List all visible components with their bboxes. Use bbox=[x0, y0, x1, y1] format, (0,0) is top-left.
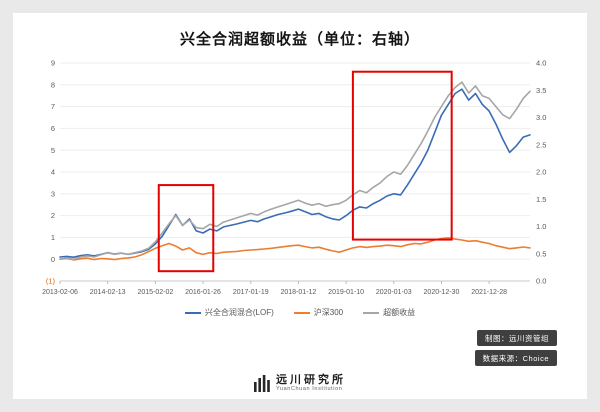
credit-badge: 制图：远川资管组 bbox=[477, 330, 557, 346]
svg-text:9: 9 bbox=[51, 59, 55, 68]
svg-text:0.5: 0.5 bbox=[536, 249, 546, 258]
svg-text:2020-12-30: 2020-12-30 bbox=[424, 289, 460, 296]
svg-text:(1): (1) bbox=[46, 277, 56, 286]
bar-logo-icon bbox=[254, 374, 270, 392]
svg-text:2.5: 2.5 bbox=[536, 140, 546, 149]
svg-text:5: 5 bbox=[51, 146, 55, 155]
svg-text:2014-02-13: 2014-02-13 bbox=[90, 289, 126, 296]
legend-item: 沪深300 bbox=[293, 307, 344, 318]
legend-swatch bbox=[363, 311, 380, 314]
legend-item: 兴全合润混合(LOF) bbox=[184, 307, 274, 318]
chart-card: 兴全合润超额收益（单位：右轴） 9 8 7 6 5 4 3 2 1 0 (1) 4.0 3.5 3.0 2.… bbox=[13, 13, 587, 399]
svg-text:3: 3 bbox=[51, 189, 55, 198]
svg-text:2016-01-26: 2016-01-26 bbox=[185, 289, 221, 296]
svg-text:3.5: 3.5 bbox=[536, 86, 546, 95]
svg-text:2.0: 2.0 bbox=[536, 168, 546, 177]
svg-text:3.0: 3.0 bbox=[536, 113, 546, 122]
legend-label: 兴全合润混合(LOF) bbox=[204, 308, 274, 317]
chart-title: 兴全合润超额收益（单位：右轴） bbox=[179, 31, 420, 48]
svg-text:2019-01-10: 2019-01-10 bbox=[328, 289, 364, 296]
svg-text:1.0: 1.0 bbox=[536, 222, 546, 231]
legend-swatch bbox=[293, 311, 310, 314]
credits: 制图：远川资管组 数据来源：Choice bbox=[13, 330, 557, 366]
source-badge: 数据来源：Choice bbox=[474, 350, 557, 366]
svg-text:1: 1 bbox=[51, 233, 55, 242]
legend-swatch bbox=[184, 311, 201, 314]
svg-text:2017-01-19: 2017-01-19 bbox=[233, 289, 269, 296]
legend-label: 超额收益 bbox=[383, 308, 416, 317]
svg-text:2018-01-12: 2018-01-12 bbox=[280, 289, 316, 296]
svg-text:0.0: 0.0 bbox=[536, 277, 546, 286]
svg-text:8: 8 bbox=[51, 80, 55, 89]
svg-text:1.5: 1.5 bbox=[536, 195, 546, 204]
logo-name: 远川研究所 bbox=[276, 374, 346, 386]
legend-item: 超额收益 bbox=[363, 307, 415, 318]
svg-text:2020-01-03: 2020-01-03 bbox=[376, 289, 412, 296]
svg-text:2021-12-28: 2021-12-28 bbox=[471, 289, 507, 296]
legend-label: 沪深300 bbox=[313, 308, 344, 317]
svg-text:6: 6 bbox=[51, 124, 55, 133]
logo-subtitle: YuanChuan Institution bbox=[276, 386, 343, 392]
yuanchuan-logo: 远川研究所 YuanChuan Institution bbox=[13, 374, 587, 392]
svg-text:0: 0 bbox=[51, 255, 55, 264]
line-chart: 9 8 7 6 5 4 3 2 1 0 (1) 4.0 3.5 3.0 2.5 2.0 1.5 1.0 0.5 0.0… bbox=[42, 59, 546, 296]
svg-text:2013-02-06: 2013-02-06 bbox=[42, 289, 78, 296]
svg-text:4: 4 bbox=[51, 168, 55, 177]
svg-text:2015-02-02: 2015-02-02 bbox=[137, 289, 173, 296]
chart-legend: 兴全合润混合(LOF) 沪深300 超额收益 bbox=[13, 307, 587, 318]
svg-text:4.0: 4.0 bbox=[536, 59, 546, 68]
svg-text:7: 7 bbox=[51, 102, 55, 111]
svg-text:2: 2 bbox=[51, 211, 55, 220]
